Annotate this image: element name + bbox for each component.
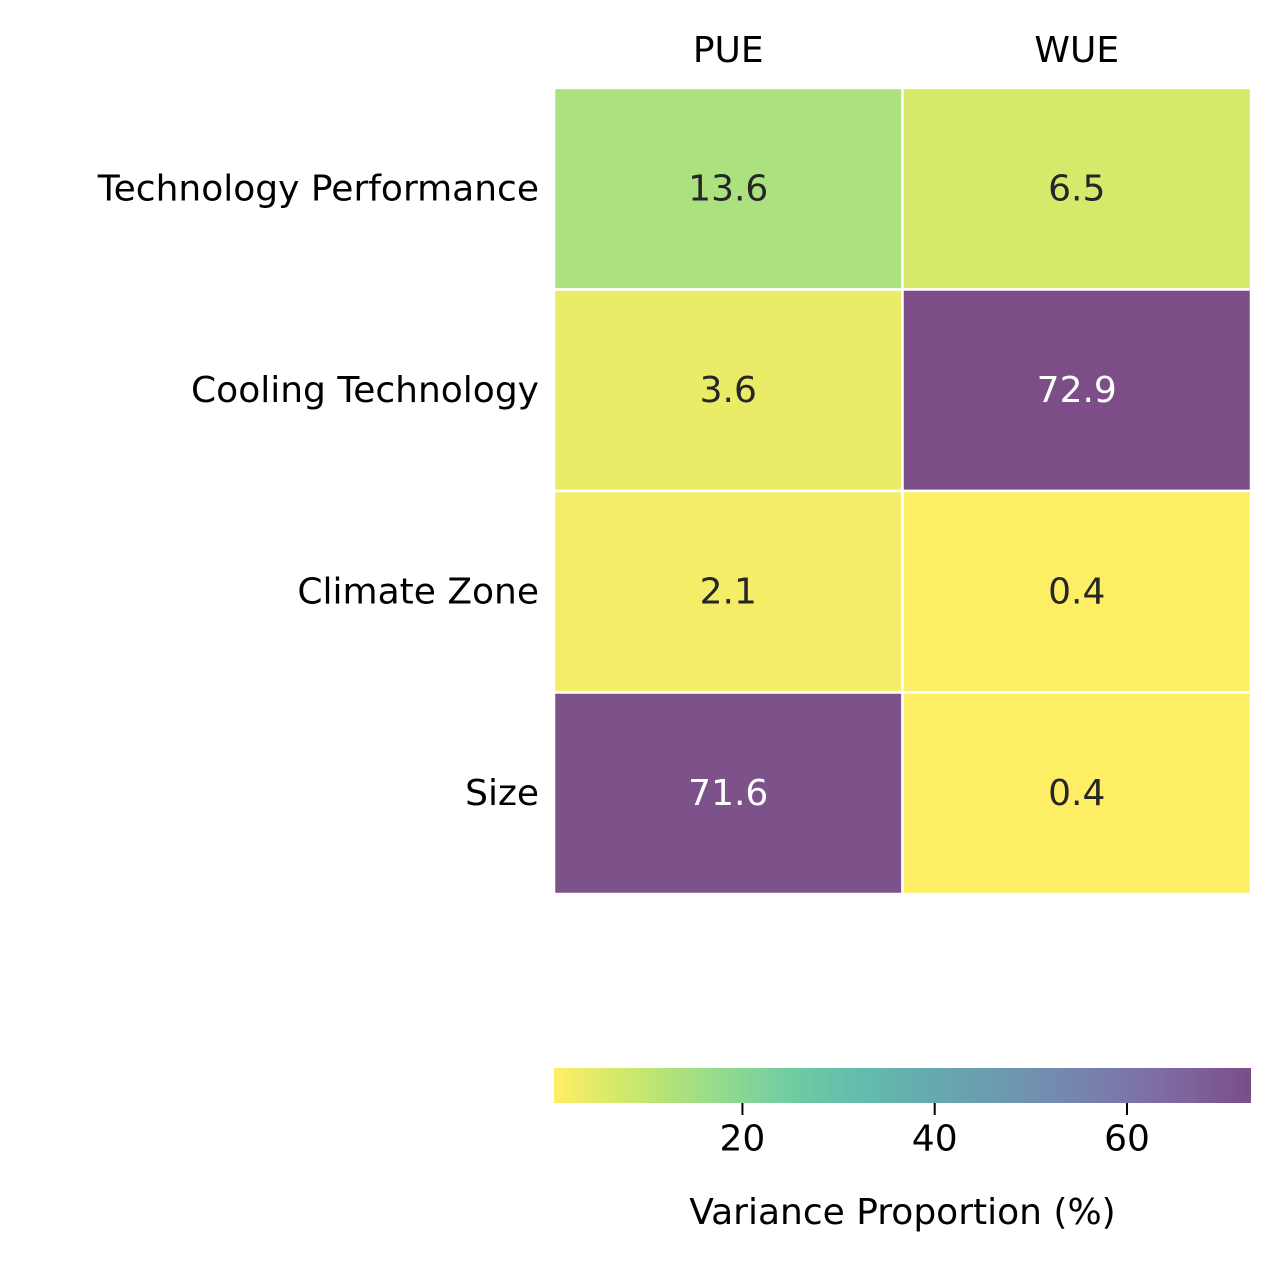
heatmap-cell-size-pue	[552, 691, 904, 896]
row-labels: Technology Performance Cooling Technology…	[97, 168, 539, 814]
cell-value-label: 71.6	[688, 773, 768, 814]
cell-value-label: 0.4	[1048, 773, 1105, 814]
row-label-technology-performance: Technology Performance	[97, 168, 539, 209]
cell-value-label: 13.6	[688, 168, 768, 209]
row-label-size: Size	[465, 773, 539, 814]
cell-value-label: 6.5	[1048, 168, 1105, 209]
cell-value-label: 2.1	[700, 571, 757, 612]
heatmap-cell-size-wue	[901, 691, 1253, 896]
column-labels: PUE WUE	[693, 30, 1119, 71]
heatmap-cell-technology-performance-pue	[552, 86, 904, 291]
column-label-pue: PUE	[693, 30, 764, 71]
cell-value-label: 0.4	[1048, 571, 1105, 612]
heatmap-cell-cooling-technology-pue	[552, 288, 904, 493]
column-label-wue: WUE	[1034, 30, 1119, 71]
heatmap-cells: 13.6 6.5 3.6 72.9 2.1 0.4 71.6 0.4	[552, 86, 1253, 896]
heatmap-cell-cooling-technology-wue	[901, 288, 1253, 493]
colorbar: 20 40 60 Variance Proportion (%)	[554, 1068, 1251, 1233]
cell-value-label: 3.6	[700, 370, 757, 411]
heatmap-cell-technology-performance-wue	[901, 86, 1253, 291]
row-label-cooling-technology: Cooling Technology	[191, 370, 539, 411]
colorbar-tick-label: 60	[1104, 1119, 1150, 1160]
colorbar-tick-label: 20	[720, 1119, 766, 1160]
heatmap-cell-climate-zone-pue	[552, 489, 904, 694]
heatmap-cell-climate-zone-wue	[901, 489, 1253, 694]
row-label-climate-zone: Climate Zone	[297, 571, 539, 612]
colorbar-label: Variance Proportion (%)	[689, 1192, 1115, 1233]
colorbar-tick-label: 40	[912, 1119, 958, 1160]
colorbar-gradient	[554, 1068, 1251, 1103]
colorbar-ticks: 20 40 60	[720, 1103, 1150, 1160]
cell-value-label: 72.9	[1037, 370, 1117, 411]
